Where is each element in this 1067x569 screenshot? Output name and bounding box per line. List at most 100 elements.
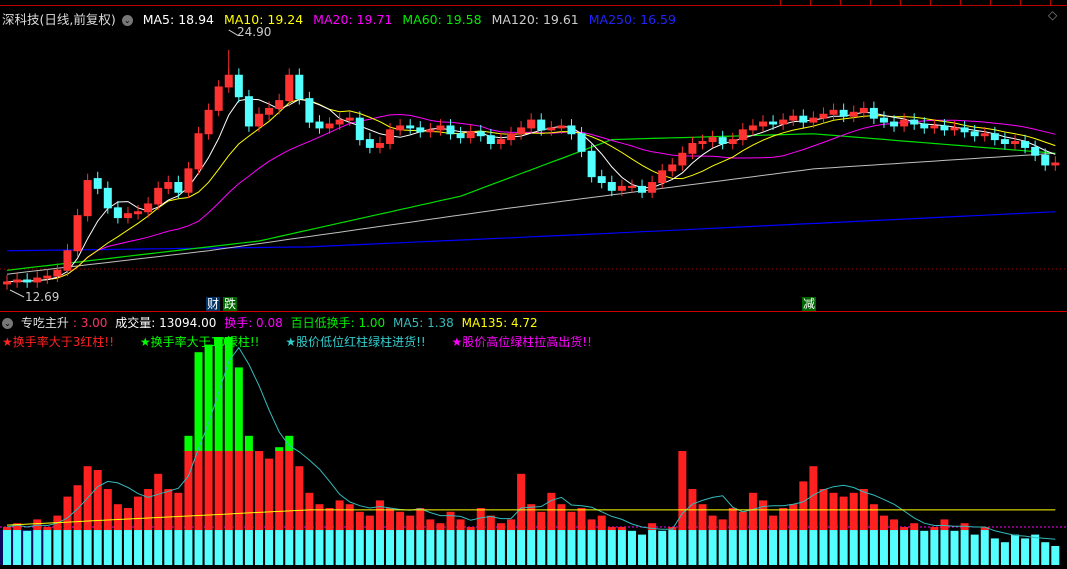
volume-bar-cyan: [315, 530, 324, 565]
volume-bar-red: [698, 504, 707, 531]
candle-body: [73, 215, 82, 252]
chevron-down-icon[interactable]: ⌄: [2, 318, 13, 329]
volume-bar-cyan: [1000, 542, 1009, 565]
volume-bar-green: [184, 435, 193, 451]
candle-body: [879, 117, 888, 123]
period-tab[interactable]: [990, 0, 991, 5]
volume-bar-cyan: [970, 534, 979, 565]
ma250-line: [6, 211, 1056, 252]
candle-body: [809, 117, 818, 123]
period-tab[interactable]: [870, 0, 871, 5]
volume-bar-cyan: [688, 530, 697, 565]
volume-bar-red: [416, 508, 425, 531]
volume-bar-cyan: [829, 530, 838, 565]
drop-tag[interactable]: 跌: [223, 297, 238, 311]
volume-bar-red: [93, 470, 102, 531]
candle-body: [113, 207, 122, 219]
volume-bar-red: [507, 519, 515, 531]
candle-body: [406, 125, 415, 129]
candle-body: [708, 137, 717, 143]
volume-bar-red: [567, 511, 576, 531]
volume-bar-cyan: [627, 530, 636, 565]
indicator-name: 专吃主升: [20, 316, 69, 330]
volume-bar-cyan: [1031, 534, 1040, 565]
volume-bar-cyan: [658, 530, 667, 565]
volume-bar-cyan: [285, 530, 294, 565]
chevron-down-icon[interactable]: ⌄: [121, 15, 133, 26]
candle-body: [738, 129, 747, 141]
diamond-icon[interactable]: ◇: [1048, 8, 1058, 22]
volume-bar-green: [234, 367, 243, 451]
period-tab[interactable]: [900, 0, 901, 5]
candle-body: [779, 119, 788, 125]
volume-bar-red: [587, 519, 596, 531]
period-tab[interactable]: [1050, 0, 1051, 5]
period-tab[interactable]: [1020, 0, 1021, 5]
candle-body: [728, 139, 737, 145]
volume-bar-cyan: [638, 534, 647, 565]
volume-bar-green: [204, 344, 213, 451]
volume-bar-cyan: [204, 530, 213, 565]
volume-bar-red: [295, 466, 304, 531]
candle-body: [184, 168, 193, 193]
volume-bar-cyan: [789, 530, 798, 565]
volume-bar-red: [3, 527, 11, 531]
candle-body: [1041, 154, 1050, 166]
candle-body: [244, 96, 253, 127]
reduce-tag[interactable]: 减: [802, 297, 817, 311]
period-tab[interactable]: [930, 0, 931, 5]
stock-title: 深科技(日线,前复权): [2, 12, 116, 27]
volume-bar-red: [930, 527, 939, 531]
volume-bar-red: [537, 511, 546, 531]
candle-body: [214, 86, 223, 111]
period-tab[interactable]: [960, 0, 961, 5]
volume-bar-cyan: [305, 530, 314, 565]
volume-bar-cyan: [910, 530, 919, 565]
candle-body: [285, 74, 294, 102]
volume-bar-cyan: [396, 530, 405, 565]
volume-bar-cyan: [869, 530, 878, 565]
volume-bar-cyan: [244, 530, 253, 565]
candle-body: [698, 141, 707, 145]
candle-body: [295, 74, 304, 100]
candle-body: [547, 127, 556, 131]
finance-tag[interactable]: 财: [206, 297, 221, 311]
volume-bar-red: [244, 451, 253, 531]
pane-divider[interactable]: [0, 311, 1067, 312]
volume-bar-red: [759, 500, 767, 531]
volume-bar-red: [204, 451, 213, 531]
period-tab[interactable]: [780, 0, 781, 5]
volume-bar-red: [446, 511, 455, 531]
period-tab[interactable]: [840, 0, 841, 5]
volume-bar-red: [829, 492, 838, 531]
volume-bar-cyan: [123, 530, 132, 565]
ma60-label: MA60: 19.58: [402, 12, 482, 27]
volume-bar-cyan: [920, 530, 929, 565]
candle-body: [627, 185, 636, 188]
indicator-header: ⌄ 专吃主升: 3.00 成交量: 13094.00 换手: 0.08 百日低换…: [2, 314, 542, 331]
volume-bar-red: [607, 527, 616, 531]
ma60-line: [6, 133, 1056, 271]
candle-body: [476, 131, 485, 137]
legend-magenta: ★股价高位绿柱拉高出货!!: [451, 335, 592, 349]
volume-bar-red: [839, 496, 848, 531]
low-arrow: [9, 289, 25, 298]
volume-bar-red: [708, 515, 717, 531]
volume-bar-cyan: [1021, 538, 1030, 565]
period-tab[interactable]: [810, 0, 811, 5]
volume-bar-cyan: [940, 530, 949, 565]
volume-bar-cyan: [728, 530, 737, 565]
candle-body: [890, 121, 899, 127]
volume-bar-red: [73, 485, 82, 531]
candle-body: [456, 133, 465, 139]
volume-bar-cyan: [859, 530, 868, 565]
candle-body: [446, 125, 455, 135]
volume-bar-red: [769, 515, 778, 531]
volume-bar-cyan: [769, 530, 778, 565]
candle-body: [1051, 162, 1060, 166]
volume-bar-cyan: [194, 530, 203, 565]
candle-body: [486, 135, 495, 145]
volume-bar-cyan: [456, 530, 465, 565]
candle-body: [325, 123, 334, 129]
